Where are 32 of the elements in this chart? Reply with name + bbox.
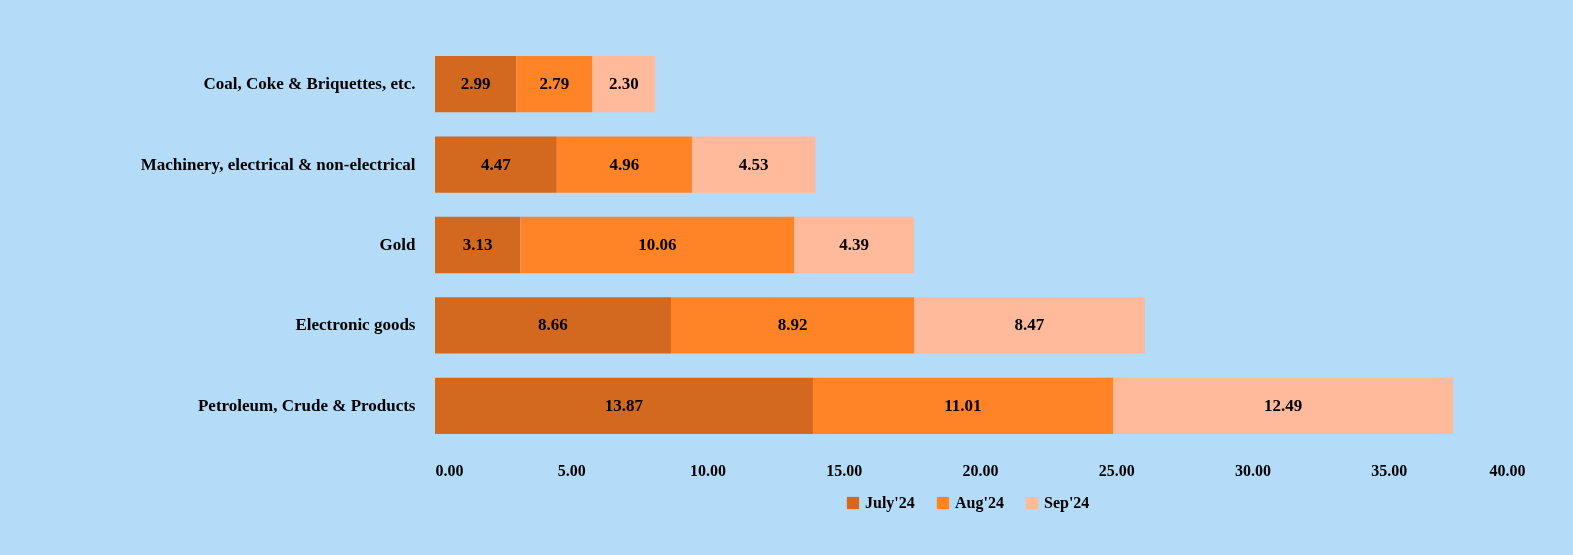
y-tick-label: Petroleum, Crude & Products xyxy=(197,395,416,415)
x-tick-label: 30.00 xyxy=(1235,461,1271,479)
x-tick-label: 25.00 xyxy=(1098,461,1135,479)
x-tick-label: 5.00 xyxy=(557,461,586,479)
data-label: 4.96 xyxy=(609,154,640,174)
x-tick-label: 0.00 xyxy=(435,461,464,479)
x-tick-label: 35.00 xyxy=(1371,461,1408,479)
data-label: 8.66 xyxy=(538,315,568,335)
data-label: 4.53 xyxy=(738,154,769,174)
legend-label: Aug'24 xyxy=(955,494,1004,512)
data-label: 8.92 xyxy=(777,315,808,335)
y-tick-label: Coal, Coke & Briquettes, etc. xyxy=(203,74,416,94)
data-label: 4.39 xyxy=(839,235,870,254)
x-tick-label: 15.00 xyxy=(826,461,863,479)
data-label: 12.49 xyxy=(1264,395,1303,415)
data-label: 8.47 xyxy=(1014,315,1045,335)
x-tick-label: 20.00 xyxy=(962,461,999,479)
data-label: 11.01 xyxy=(944,395,982,415)
legend-label: July'24 xyxy=(865,494,915,512)
data-label: 2.79 xyxy=(539,74,570,94)
y-tick-label: Machinery, electrical & non-electrical xyxy=(140,154,416,174)
data-label: 2.99 xyxy=(460,74,491,94)
data-label: 3.13 xyxy=(462,235,493,254)
y-tick-label: Gold xyxy=(379,235,417,254)
data-label: 13.87 xyxy=(604,395,644,415)
x-tick-label: 10.00 xyxy=(690,461,726,479)
data-label: 10.06 xyxy=(638,235,677,254)
data-label: 4.47 xyxy=(481,154,512,174)
x-tick-label: 40.00 xyxy=(1489,461,1526,479)
y-tick-label: Electronic goods xyxy=(295,315,416,335)
data-label: 2.30 xyxy=(608,74,639,94)
legend-label: Sep'24 xyxy=(1044,494,1090,512)
